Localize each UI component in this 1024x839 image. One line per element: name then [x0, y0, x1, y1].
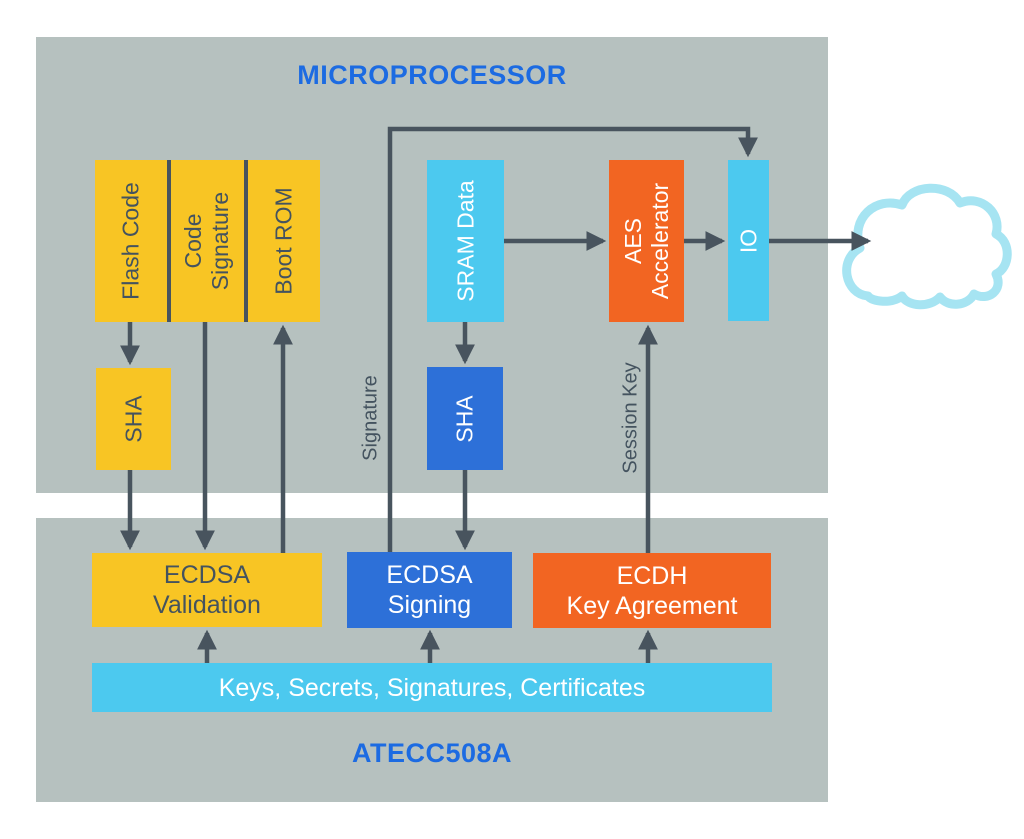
ecdsa-signing-label: ECDSA Signing [386, 561, 473, 619]
aes-accelerator-label: AES Accelerator [619, 182, 673, 300]
sha-blue-label: SHA [451, 394, 478, 443]
ecdsa-validation-label: ECDSA Validation [153, 561, 261, 619]
flash-code-label: Flash Code [117, 182, 144, 300]
group-divider [243, 160, 248, 322]
boot-rom-box: Boot ROM [248, 160, 320, 322]
keys-secrets-label: Keys, Secrets, Signatures, Certificates [218, 673, 646, 702]
aes-accelerator-box: AES Accelerator [609, 160, 684, 322]
sram-data-box: SRAM Data [427, 160, 504, 322]
cloud-icon [842, 183, 1012, 310]
flash-group-box: Flash Code Code Signature Boot ROM [95, 160, 320, 322]
ecdsa-signing-box: ECDSA Signing [347, 552, 512, 628]
code-signature-box: Code Signature [171, 160, 243, 322]
ecdh-key-agreement-box: ECDH Key Agreement [533, 553, 771, 628]
ecdsa-validation-box: ECDSA Validation [92, 553, 322, 627]
flash-code-box: Flash Code [95, 160, 167, 322]
signature-edge-label: Signature [359, 375, 382, 461]
ecdh-key-agreement-label: ECDH Key Agreement [566, 561, 738, 620]
group-divider [167, 160, 172, 322]
code-signature-label: Code Signature [180, 191, 234, 291]
atecc508a-title: ATECC508A [351, 738, 513, 768]
sha-blue-box: SHA [427, 367, 503, 470]
io-box: IO [728, 160, 769, 321]
io-label: IO [734, 228, 761, 253]
session-key-edge-label: Session Key [619, 362, 642, 474]
keys-secrets-bar: Keys, Secrets, Signatures, Certificates [92, 663, 772, 712]
sram-data-label: SRAM Data [451, 180, 478, 302]
sha-yellow-label: SHA [119, 395, 146, 443]
boot-rom-label: Boot ROM [270, 187, 297, 295]
microprocessor-title: MICROPROCESSOR [297, 60, 567, 90]
sha-yellow-box: SHA [96, 368, 171, 470]
